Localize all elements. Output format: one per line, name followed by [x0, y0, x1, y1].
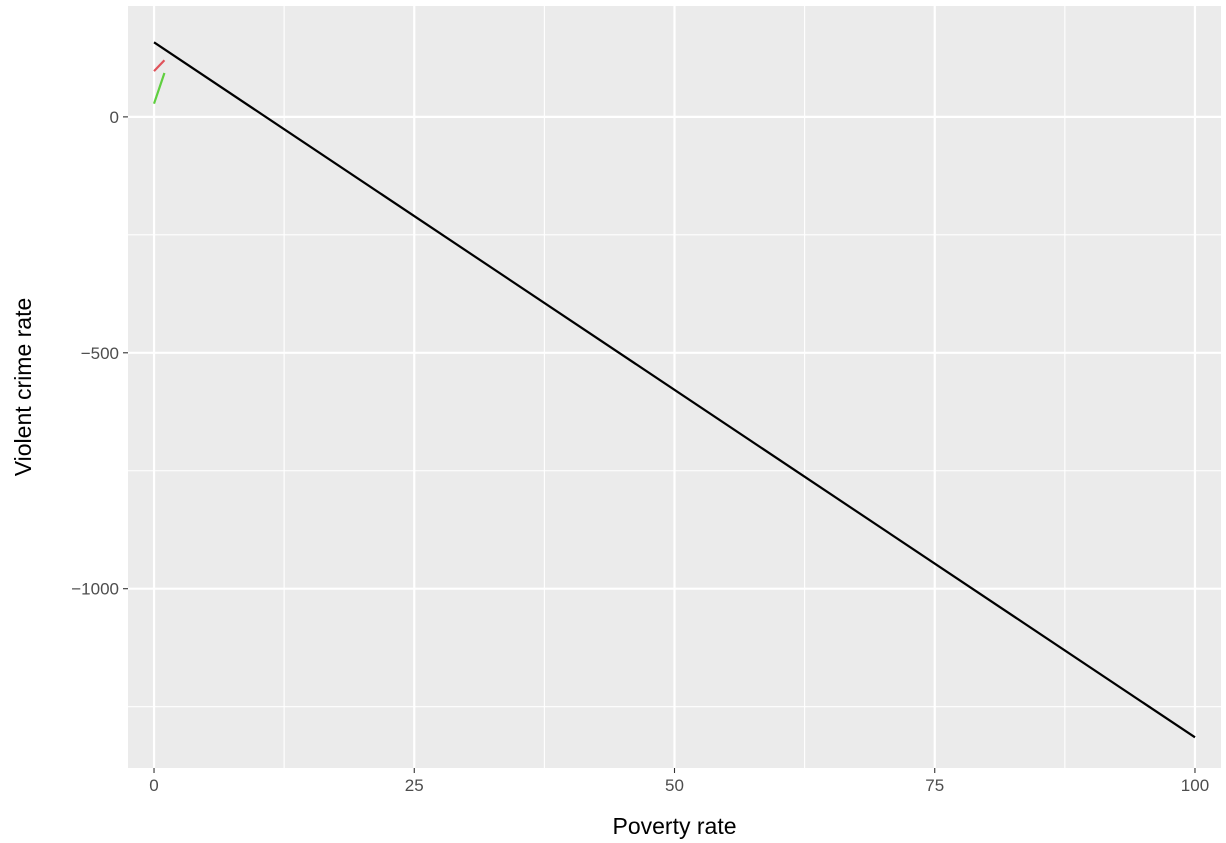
series-line-1 [153, 41, 1196, 739]
y-axis-title: Violent crime rate [10, 298, 36, 477]
series-line-2 [153, 59, 166, 72]
x-axis: 0 25 50 75 100 [149, 768, 1209, 795]
x-tick-label: 100 [1181, 776, 1209, 795]
y-tick-label: −1000 [71, 580, 119, 599]
x-axis-title: Poverty rate [613, 813, 737, 839]
series-line-3 [152, 72, 166, 105]
x-tick-label: 0 [149, 776, 158, 795]
grid-major [128, 6, 1221, 768]
series-layer [152, 41, 1196, 739]
x-tick-label: 25 [405, 776, 424, 795]
y-tick-label: −500 [81, 344, 119, 363]
x-tick-label: 75 [925, 776, 944, 795]
y-axis: 0 −500 −1000 [71, 108, 128, 599]
y-tick-label: 0 [110, 108, 119, 127]
x-tick-label: 50 [665, 776, 684, 795]
